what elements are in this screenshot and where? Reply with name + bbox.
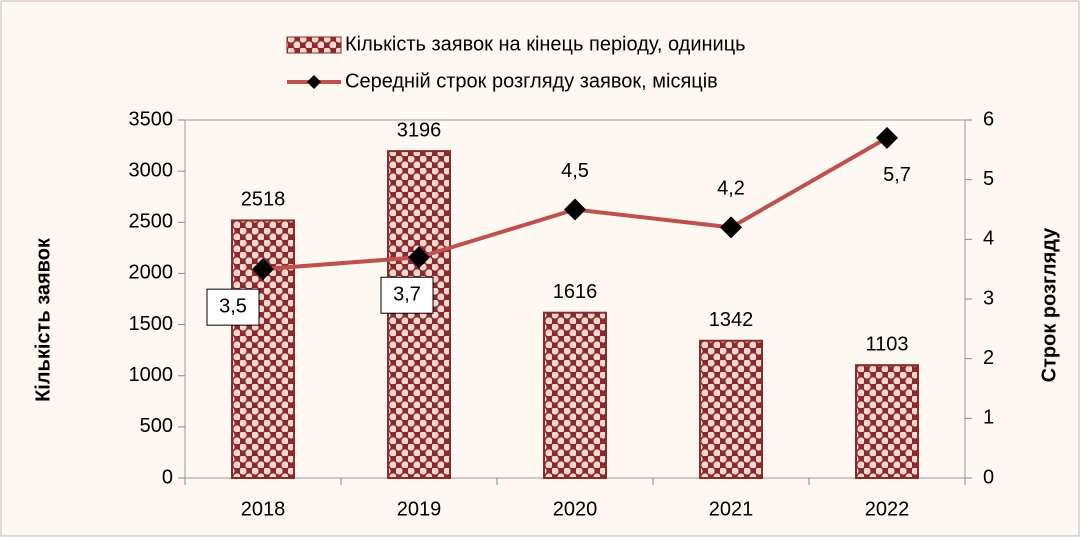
y-tick-label: 0 <box>162 466 173 488</box>
y2-tick-label: 5 <box>983 168 994 190</box>
y-tick-label: 2000 <box>129 262 174 284</box>
legend-marker <box>307 75 321 89</box>
bar-value-label: 2518 <box>241 189 286 211</box>
y-tick-label: 2500 <box>129 211 174 233</box>
y2-tick-label: 2 <box>983 347 994 369</box>
bar-value-label: 3196 <box>397 119 442 141</box>
legend-swatch <box>286 36 342 54</box>
y2-axis-label: Строк розгляду <box>1038 227 1060 382</box>
legend-label: Кількість заявок на кінець періоду, один… <box>345 33 746 55</box>
line-marker <box>252 258 274 281</box>
y-tick-label: 500 <box>140 415 173 437</box>
y-tick-label: 1500 <box>129 313 174 335</box>
line-value-label: 4,2 <box>717 178 745 200</box>
y2-tick-label: 0 <box>983 466 994 488</box>
y-tick-label: 3500 <box>129 108 174 130</box>
line-marker <box>564 198 586 221</box>
bar-value-label: 1103 <box>865 333 908 355</box>
y2-tick-label: 3 <box>983 287 994 309</box>
bar-value-label: 1616 <box>553 281 598 303</box>
x-tick-label: 2018 <box>241 498 286 520</box>
line-marker <box>408 246 430 269</box>
y2-tick-label: 6 <box>983 108 994 130</box>
x-tick-label: 2022 <box>865 498 910 520</box>
label-box <box>206 288 260 326</box>
bar <box>855 364 919 480</box>
bar-value-label: 1342 <box>709 309 754 331</box>
line-value-label: 4,5 <box>561 160 589 182</box>
y2-tick-label: 4 <box>983 228 994 250</box>
line-value-label: 3,7 <box>393 284 421 306</box>
line-marker <box>720 216 742 239</box>
line-value-label: 3,5 <box>219 295 247 317</box>
y-axis-label: Кількість заявок <box>32 237 54 402</box>
x-tick-label: 2021 <box>709 498 754 520</box>
bar <box>543 311 607 480</box>
legend-label: Середній строк розгляду заявок, місяців <box>345 70 718 92</box>
label-box <box>380 276 434 314</box>
line-marker <box>876 126 898 149</box>
y2-tick-label: 1 <box>983 407 994 429</box>
y-tick-label: 1000 <box>129 364 174 386</box>
x-tick-label: 2019 <box>397 498 442 520</box>
y-tick-label: 3000 <box>129 159 174 181</box>
bar <box>387 150 451 480</box>
line-value-label: 5,7 <box>883 164 911 186</box>
x-tick-label: 2020 <box>553 498 598 520</box>
bar <box>699 339 763 479</box>
